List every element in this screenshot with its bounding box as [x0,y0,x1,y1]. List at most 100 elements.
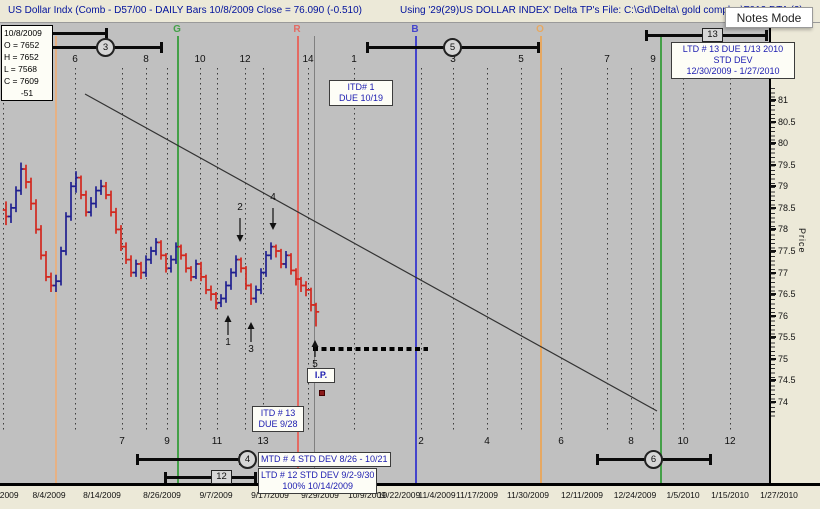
price-tick-label: 80 [778,138,789,149]
price-tick-label: 75 [778,353,789,364]
delta-date-dotted-line [487,68,488,433]
note-mtd4-line1: MTD # 4 STD DEV 8/26 - 10/21 [261,454,388,464]
tp-bar-end-tick [537,42,540,53]
delta-date-dotted-line [200,68,201,433]
delta-point-number: 14 [302,54,314,65]
tp-number-square[interactable]: 13 [702,28,723,42]
turning-point-span-bar[interactable] [136,458,242,461]
delta-date-dotted-line [521,68,522,433]
price-tick [770,357,776,360]
delta-point-number: 4 [484,436,490,447]
price-tick [770,293,776,296]
tp-number-circle[interactable]: 4 [238,450,257,469]
down-arrow-annotation [269,223,277,230]
turning-point-span-bar[interactable] [164,476,257,479]
delta-point-number: 2 [418,436,424,447]
note-ltd12[interactable]: LTD # 12 STD DEV 9/2-9/30 100% 10/14/200… [258,468,378,494]
delta-point-number: 10 [677,436,689,447]
red-dot-marker [319,390,325,396]
up-arrow-annotation [247,322,255,329]
note-mtd4[interactable]: MTD # 4 STD DEV 8/26 - 10/21 [258,452,391,467]
up-arrow-annotation [224,315,232,322]
arrow-number-label: 1 [225,337,231,348]
delta-date-dotted-line [653,68,654,433]
quote-date: 10/8/2009 [4,28,42,38]
note-itd1[interactable]: ITD# 1 DUE 10/19 [329,80,393,106]
price-tick-label: 77 [778,267,789,278]
price-axis-border [769,22,771,483]
tp-number-square[interactable]: 12 [211,470,232,484]
price-tick [770,185,776,188]
delta-point-number: 6 [72,54,78,65]
price-minor-ticks [771,88,775,418]
delta-date-dotted-line [354,68,355,433]
price-tick [770,206,776,209]
date-label: 9/29/2009 [301,490,339,500]
price-tick-label: 74 [778,397,789,407]
tp-bar-end-tick [254,472,257,483]
tp-bar-end-tick [136,454,139,465]
turning-point-span-bar[interactable] [42,32,108,35]
delta-point-number: 8 [628,436,634,447]
tp-number-circle[interactable]: 3 [96,38,115,57]
event-line-letter: B [411,24,419,35]
tp-number-circle[interactable]: 6 [644,450,663,469]
price-tick [770,99,776,101]
delta-date-dotted-line [421,68,422,433]
tp-bar-end-tick [765,30,768,41]
notes-mode-button[interactable]: Notes Mode [725,7,813,28]
note-ltd13-line3: 12/30/2009 - 1/27/2010 [686,66,780,76]
note-ltd13[interactable]: LTD # 13 DUE 1/13 2010 STD DEV 12/30/200… [671,42,795,79]
date-label: /2009 [0,490,19,500]
date-label: 1/27/2010 [760,490,798,500]
price-tick-label: 76.5 [778,289,796,300]
price-tick-label: 77.5 [778,246,796,256]
note-ltd13-line2: STD DEV [713,55,753,65]
file-info-text: Using '29(29)US DOLLAR INDEX' Delta TP's… [400,5,803,16]
price-tick [770,401,776,403]
note-ltd13-line1: LTD # 13 DUE 1/13 2010 [682,44,784,54]
price-tick [770,336,776,339]
delta-date-dotted-line [631,68,632,433]
arrow-number-label: 3 [248,344,254,355]
price-tick [770,163,776,166]
price-tick [770,250,776,252]
delta-point-number: 12 [724,436,736,447]
note-inversion-point[interactable]: I.P. [307,368,335,383]
price-tick-label: 76 [778,310,789,321]
event-vertical-line [177,36,179,483]
arrow-number-label: 2 [237,202,243,213]
down-arrow-annotation [236,235,244,242]
event-vertical-line [55,36,57,483]
tp-bar-end-tick [105,28,108,39]
price-tick-label: 80.5 [778,116,796,127]
note-itd13-line2: DUE 9/28 [258,419,298,429]
delta-date-dotted-line [3,68,4,433]
event-vertical-line [540,36,542,483]
ohlc-quote-box: 10/8/2009 O = 7652 H = 7652 L = 7568 C =… [1,25,53,101]
delta-point-number: 9 [164,436,170,447]
event-line-letter: R [293,24,301,35]
note-ltd12-line2: 100% 10/14/2009 [282,481,353,491]
price-tick-label: 78 [778,224,789,235]
date-axis-border [0,483,820,486]
ohlc-bars-layer [2,93,658,412]
note-itd13[interactable]: ITD # 13 DUE 9/28 [252,406,304,432]
tp-number-circle[interactable]: 5 [443,38,462,57]
date-label: 12/11/2009 [561,490,603,500]
arrow-number-label: 4 [270,192,276,203]
titlebar: US Dollar Indx (Comb - D57/00 - DAILY Ba… [0,0,820,23]
delta-point-number: 8 [143,54,149,65]
note-itd13-line1: ITD # 13 [260,408,296,418]
price-tick [770,379,776,382]
price-tick-label: 75.5 [778,332,796,343]
delta-point-number: 1 [351,54,357,65]
price-tick [770,271,776,274]
price-axis-title: Price [797,228,807,254]
event-vertical-line [314,36,315,483]
date-label: 11/17/2009 [456,490,498,500]
delta-point-number: 13 [257,436,269,447]
delta-date-dotted-line [75,68,76,433]
delta-point-number: 3 [450,54,456,65]
